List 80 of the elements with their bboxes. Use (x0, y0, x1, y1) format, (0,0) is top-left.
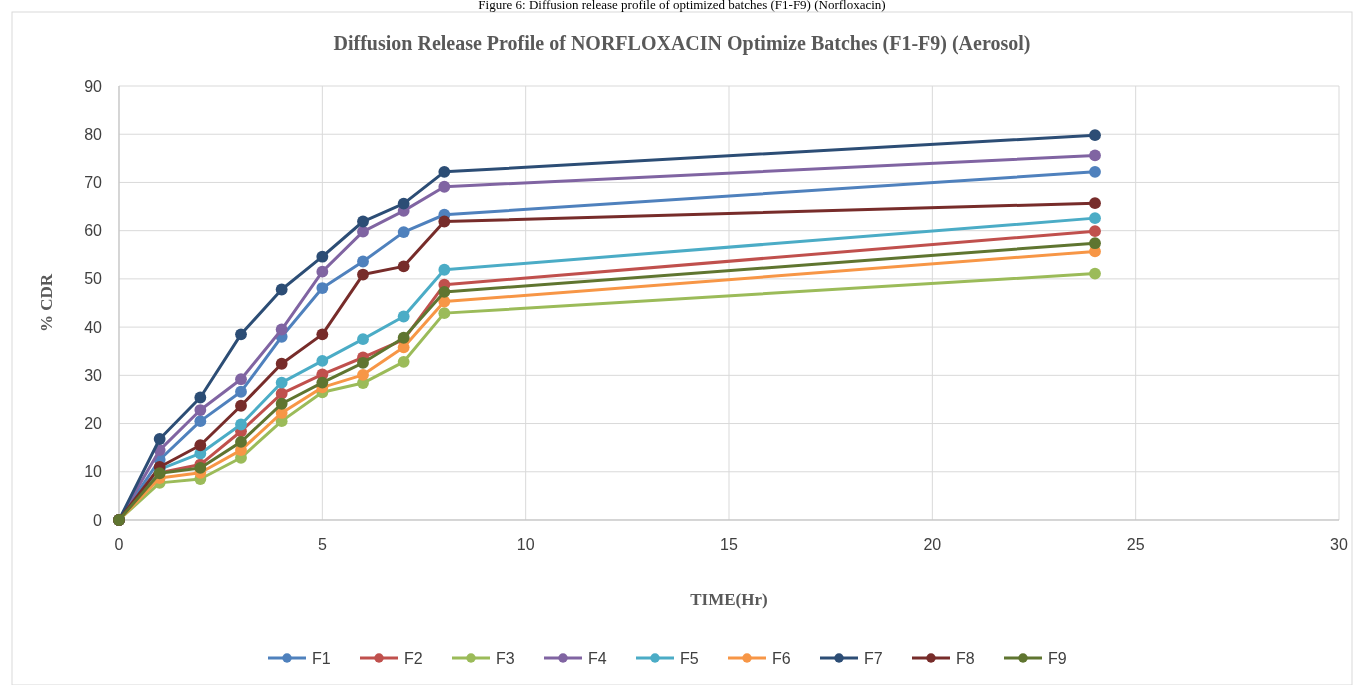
point (1089, 212, 1101, 225)
point (397, 260, 410, 273)
legend-label: F2 (404, 649, 423, 667)
y-tick-label: 80 (84, 125, 103, 143)
point (1089, 149, 1101, 162)
point (438, 165, 451, 178)
point (1089, 129, 1101, 142)
point (357, 225, 369, 238)
point (438, 180, 451, 193)
point (1089, 225, 1101, 238)
y-axis-title: % CDR (37, 273, 56, 333)
point (397, 355, 410, 368)
x-tick-label: 5 (317, 536, 327, 553)
point (275, 357, 288, 370)
point (275, 323, 288, 336)
legend-label: F3 (496, 649, 515, 667)
point (397, 197, 410, 210)
point (316, 328, 329, 341)
point (194, 404, 207, 416)
point (357, 255, 369, 268)
point (1089, 267, 1101, 280)
y-tick-label: 70 (84, 174, 103, 192)
x-axis-title: TIME(Hr) (690, 590, 768, 609)
point (316, 282, 329, 294)
legend-label: F9 (1048, 649, 1067, 667)
point (316, 376, 329, 389)
y-tick-label: 60 (84, 222, 103, 240)
point (438, 215, 451, 228)
legend-label: F8 (956, 649, 975, 667)
point (1089, 197, 1101, 210)
chart-title: Diffusion Release Profile of NORFLOXACIN Optimize Batches (F1-F9) (Aerosol) (333, 32, 1031, 55)
legend-label: F5 (680, 649, 699, 667)
point (275, 387, 288, 400)
point (235, 328, 247, 341)
point (1089, 165, 1101, 178)
y-tick-label: 10 (84, 463, 103, 481)
x-tick-label: 30 (1330, 536, 1348, 553)
point (194, 439, 207, 452)
point (153, 433, 166, 445)
point (438, 286, 451, 298)
point (316, 354, 329, 367)
point (316, 250, 329, 263)
y-tick-label: 90 (84, 77, 103, 95)
legend-label: F6 (772, 649, 791, 667)
x-tick-label: 0 (114, 536, 124, 553)
x-tick-label: 25 (1126, 536, 1145, 553)
point (438, 263, 451, 276)
point (235, 399, 247, 412)
y-tick-label: 50 (84, 270, 103, 288)
y-tick-label: 0 (93, 511, 103, 529)
point (357, 268, 369, 281)
point (397, 226, 410, 239)
legend-label: F7 (864, 649, 883, 667)
x-tick-label: 15 (720, 536, 738, 553)
point (235, 385, 247, 398)
y-tick-label: 40 (84, 318, 103, 336)
point (357, 368, 369, 381)
point (357, 356, 369, 369)
point (357, 215, 369, 228)
point (275, 283, 288, 296)
point (235, 418, 247, 431)
point (194, 462, 207, 474)
point (194, 415, 207, 428)
point (235, 435, 247, 448)
x-tick-label: 10 (516, 536, 535, 553)
x-tick-label: 20 (923, 536, 942, 553)
point (438, 307, 451, 320)
y-tick-label: 20 (84, 415, 103, 433)
legend-label: F1 (312, 649, 331, 667)
point (194, 391, 207, 404)
legend-label: F4 (588, 649, 607, 667)
point (397, 310, 410, 323)
caption: Figure 6: Diffusion release profile of optimized batches (F1-F9) (Norfloxacin) (478, 0, 886, 12)
point (316, 265, 329, 278)
point (275, 397, 288, 410)
point (1089, 237, 1101, 250)
y-tick-label: 30 (84, 366, 103, 384)
point (357, 333, 369, 346)
point (275, 376, 288, 389)
point (235, 373, 247, 386)
